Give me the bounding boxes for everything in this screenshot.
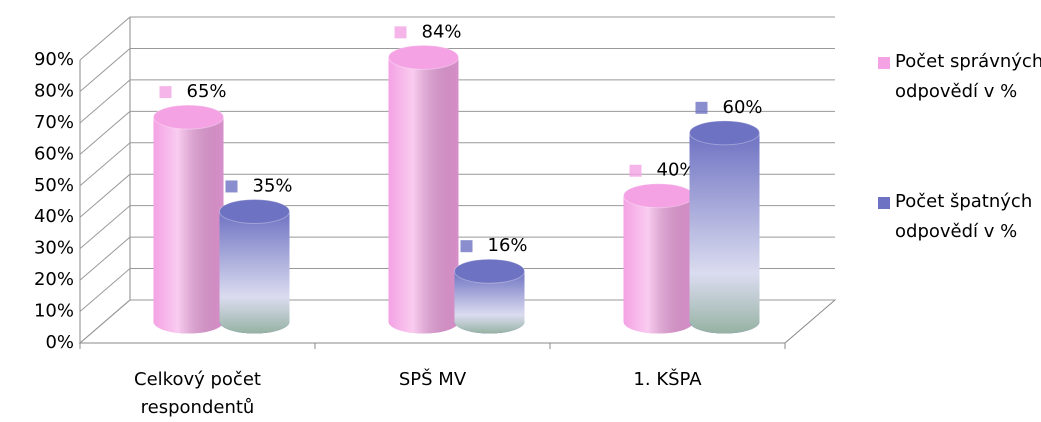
value-label-marker — [394, 26, 407, 39]
cylinder-top — [454, 258, 525, 284]
value-label-marker — [695, 101, 708, 114]
y-tick-label: 0% — [45, 332, 74, 353]
x-tick-label: 1. KŠPA — [633, 369, 702, 390]
y-tick-label: 90% — [34, 49, 74, 70]
legend-label: Počet správných odpovědí v % — [895, 51, 1041, 102]
grid-line — [79, 16, 835, 61]
cylinder-shade — [219, 211, 290, 334]
grid-line — [79, 299, 835, 344]
value-label: 35% — [253, 175, 293, 196]
cylinder-shade — [623, 195, 694, 334]
value-label: 60% — [723, 97, 763, 118]
y-tick-label: 60% — [34, 143, 74, 164]
value-label-marker — [629, 164, 642, 177]
value-label: 16% — [488, 235, 528, 256]
value-label: 65% — [187, 81, 227, 102]
value-label-marker — [225, 180, 238, 193]
grid-line — [79, 142, 835, 187]
cylinder-top — [623, 183, 694, 209]
value-label-marker — [159, 86, 172, 99]
cylinder-shade — [454, 271, 525, 334]
cylinder-top — [689, 120, 760, 146]
grid-line — [79, 173, 835, 218]
grid-line — [79, 47, 835, 92]
y-tick-label: 20% — [34, 269, 74, 290]
y-tick-label: 40% — [34, 206, 74, 227]
value-label: 84% — [422, 21, 462, 42]
y-tick-label: 30% — [34, 238, 74, 259]
cylinder-top — [153, 104, 224, 130]
x-tick-label: Celkový počet respondentů — [134, 369, 261, 418]
cylinder-top — [219, 198, 290, 224]
grid-line — [79, 79, 835, 124]
y-tick-label: 50% — [34, 175, 74, 196]
cylinder-shade — [153, 117, 224, 334]
value-label: 40% — [657, 160, 697, 181]
grid-line — [79, 205, 835, 250]
legend-label: Počet špatných odpovědí v % — [895, 191, 1033, 242]
y-tick-label: 70% — [34, 112, 74, 133]
cylinder-shade — [689, 132, 760, 334]
cylinder-top — [388, 44, 459, 70]
grid-line — [79, 110, 835, 155]
grid-line — [79, 268, 835, 312]
legend-marker — [878, 197, 890, 209]
cylinder-shade — [388, 57, 459, 334]
legend-marker — [878, 57, 890, 69]
y-tick-label: 80% — [34, 80, 74, 101]
x-tick-label: SPŠ MV — [398, 369, 467, 390]
grid-line — [79, 236, 835, 281]
value-label-marker — [460, 240, 473, 253]
y-tick-label: 10% — [34, 301, 74, 322]
